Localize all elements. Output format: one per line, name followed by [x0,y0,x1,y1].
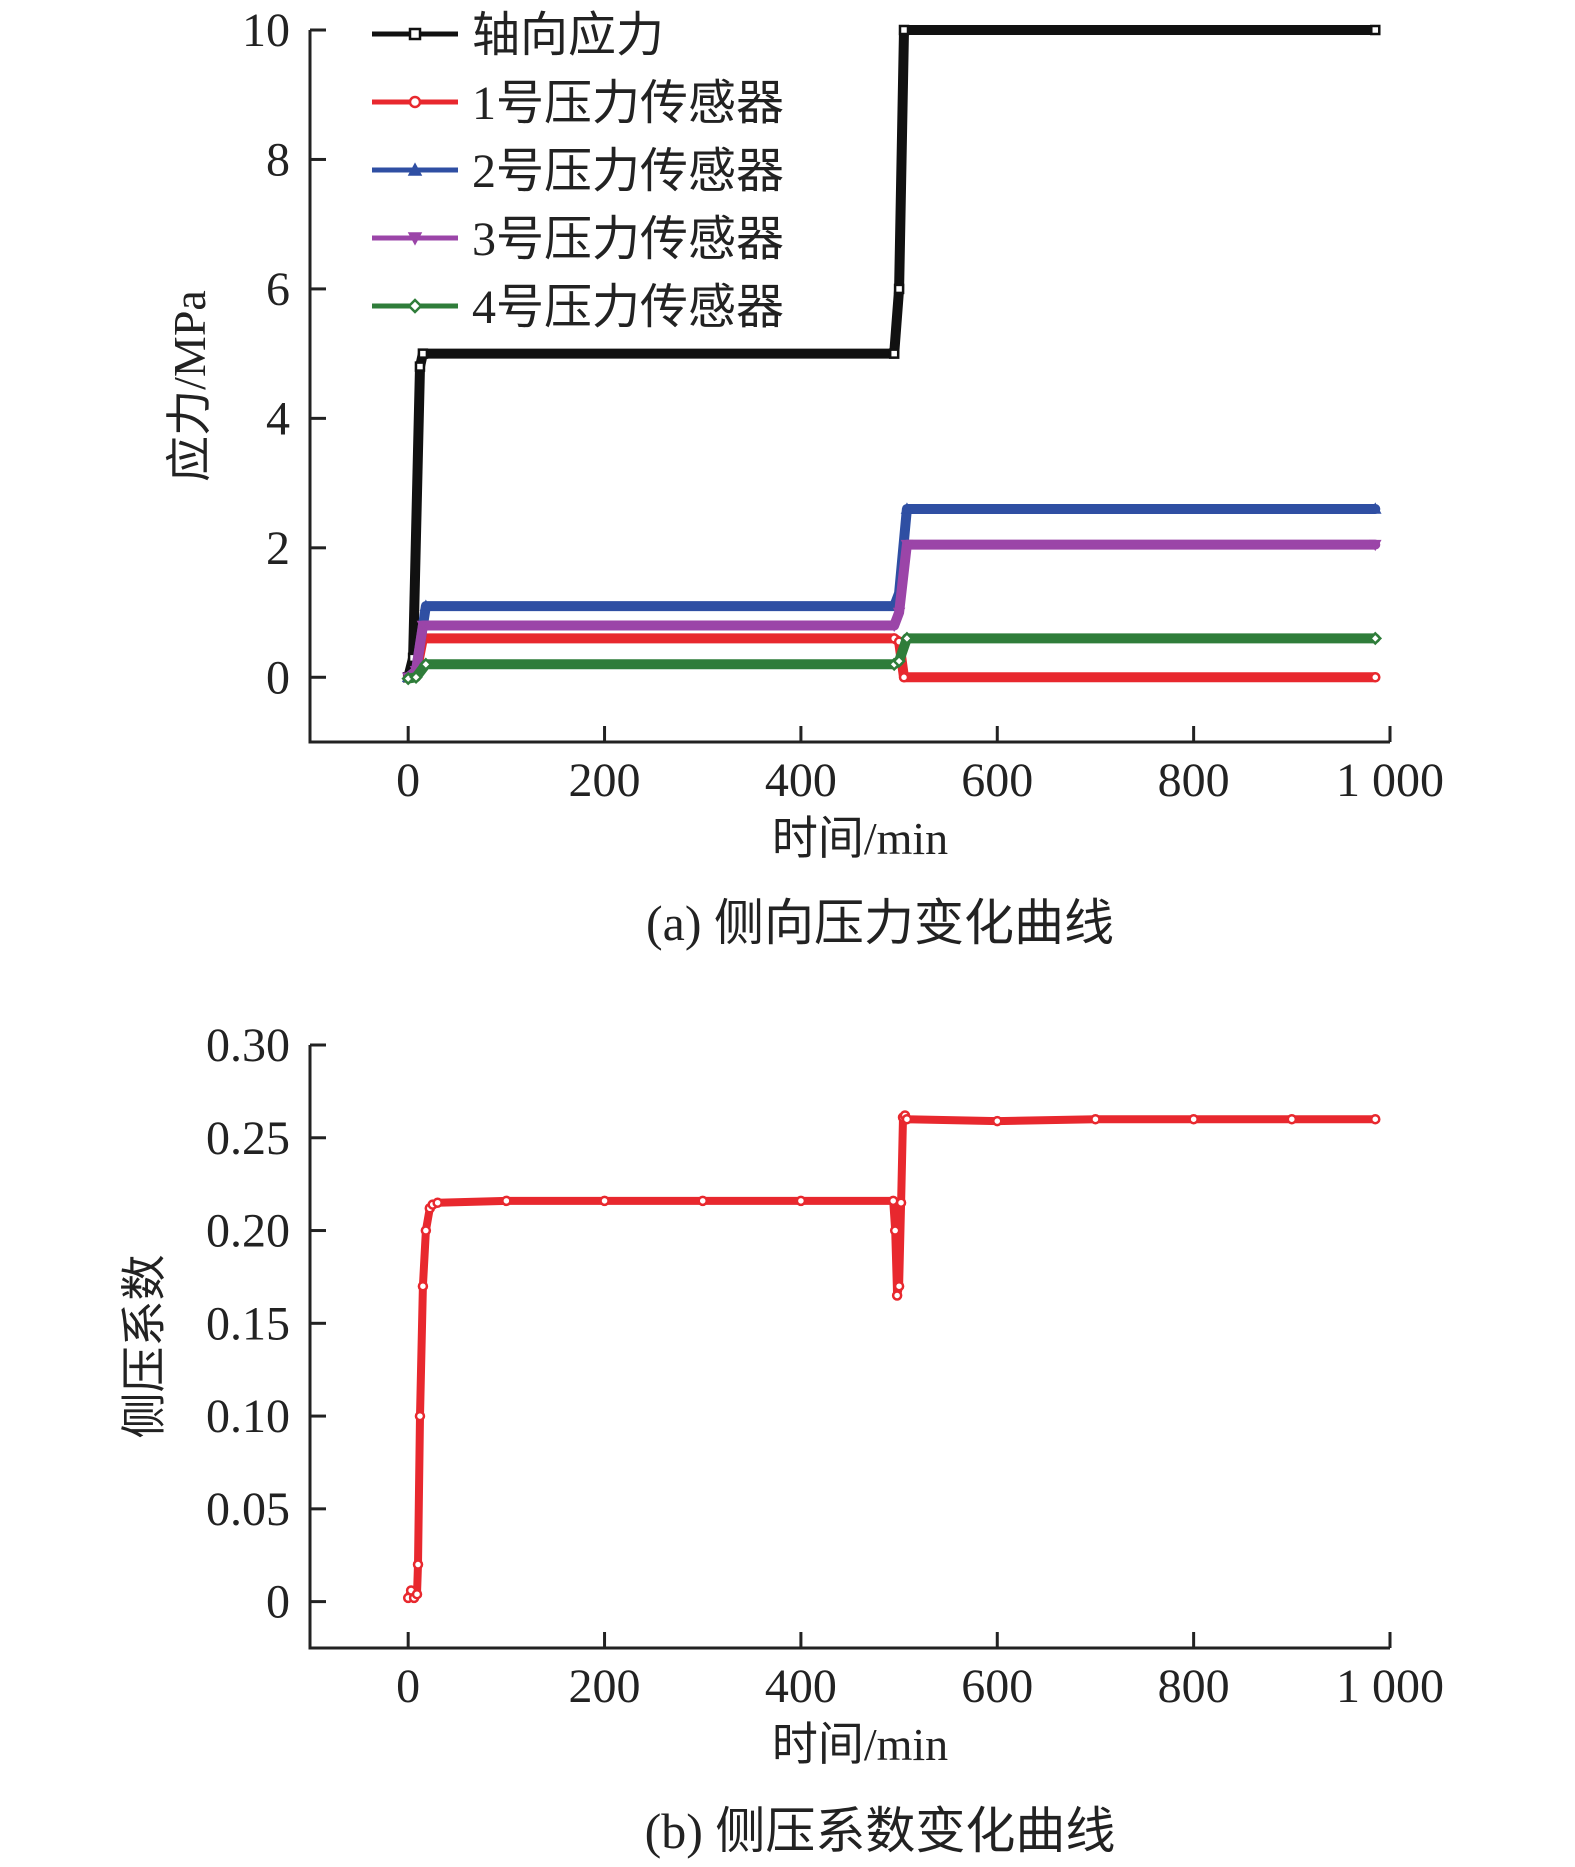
series-line [403,25,1381,683]
data-point [432,1197,443,1208]
y-tick-label: 10 [242,4,290,57]
data-point [1368,539,1382,552]
data-point [1368,631,1383,646]
data-point [414,361,426,372]
x-tick-label: 400 [765,1660,837,1713]
data-point [416,620,430,633]
data-point [795,1195,807,1207]
x-axis-title: 时间/min [772,1719,948,1770]
data-point [891,1290,903,1301]
data-point [889,1225,901,1236]
data-point [893,283,905,295]
data-point [419,657,433,672]
y-tick-label: 0.10 [206,1390,290,1443]
legend-marker [407,298,423,314]
chart-b: 0 0.05 0.10 0.15 0.20 0.25 0.30 0 200 400 600 800 1 … [119,1019,1444,1859]
y-axis-title: 应力/MPa [164,290,215,482]
x-tick-label: 800 [1158,754,1230,807]
data-point [417,348,429,359]
data-point [1286,1113,1298,1125]
figure-caption: (a) 侧向压力变化曲线 [646,895,1114,951]
series-line [404,1111,1380,1602]
series-1 [402,1110,1381,1604]
data-point [892,654,906,668]
series-line [403,504,1381,683]
y-tick-label: 0.05 [206,1483,290,1536]
data-point [419,599,433,611]
data-point [1188,1113,1199,1125]
legend-marker [407,232,423,246]
x-tick-label: 200 [569,1660,641,1713]
data-point [697,1195,708,1207]
legend-label: 3号压力传感器 [472,213,784,266]
legend-marker [408,95,422,109]
series-1 [402,24,1381,683]
legend-marker [408,27,422,41]
data-point [417,1280,429,1292]
series-5 [401,631,1383,686]
data-point [895,1197,907,1208]
series-3 [401,502,1382,683]
data-point [414,1410,426,1422]
data-point [892,607,906,620]
data-point [411,1588,423,1600]
x-tick-label: 600 [961,754,1033,807]
data-point [1090,1113,1101,1125]
x-tick-label: 800 [1158,1660,1230,1713]
data-point [1370,1113,1381,1125]
chart-a: 0 2 4 6 8 10 0 200 400 600 800 1 000 时间/min 应力/MPa (a)… [164,4,1444,951]
data-point [901,1113,913,1125]
data-point [992,1115,1003,1127]
y-tick-label: 2 [266,522,290,575]
data-point [887,620,901,633]
x-axis-title: 时间/min [772,813,948,864]
data-point [893,1280,905,1292]
y-tick-label: 6 [266,263,290,316]
data-point [1368,502,1382,514]
legend-label: 2号压力传感器 [472,145,784,198]
legend-label: 4号压力传感器 [472,281,784,334]
data-point [900,539,914,552]
x-tick-label: 200 [569,754,641,807]
y-tick-label: 0 [266,1576,290,1629]
data-point [898,672,910,683]
y-tick-label: 0 [266,651,290,704]
data-point [900,631,914,646]
data-point [1370,24,1381,36]
y-tick-label: 0.20 [206,1205,290,1258]
y-tick-label: 0.15 [206,1297,290,1350]
legend-label: 轴向应力 [472,9,664,62]
x-tick-label: 600 [961,1660,1033,1713]
data-point [412,1559,424,1570]
figure-caption: (b) 侧压系数变化曲线 [645,1803,1116,1859]
data-point [1370,672,1381,683]
data-point [420,1225,432,1236]
y-axis-title: 侧压系数 [119,1255,170,1439]
data-point [409,670,423,685]
legend-marker [407,162,423,176]
x-tick-label: 0 [396,1660,420,1713]
x-tick-label: 400 [765,754,837,807]
x-tick-label: 0 [396,754,420,807]
series-line [403,633,1381,683]
data-point [501,1195,512,1207]
x-tick-label: 1 000 [1336,1660,1444,1713]
y-tick-label: 0.30 [206,1019,290,1072]
data-point [599,1195,610,1207]
axes-frame [308,1045,1390,1650]
data-point [900,502,914,514]
data-point [888,348,900,359]
axes-frame [308,30,1390,744]
y-tick-label: 4 [266,392,290,445]
data-point [898,24,910,36]
y-tick-label: 0.25 [206,1112,290,1165]
x-tick-label: 1 000 [1336,754,1444,807]
y-tick-label: 8 [266,133,290,186]
legend: 轴向应力 1号压力传感器 2号压力传感器 3号压力传感器 4号压力传感器 [372,9,784,334]
legend-label: 1号压力传感器 [472,77,784,130]
